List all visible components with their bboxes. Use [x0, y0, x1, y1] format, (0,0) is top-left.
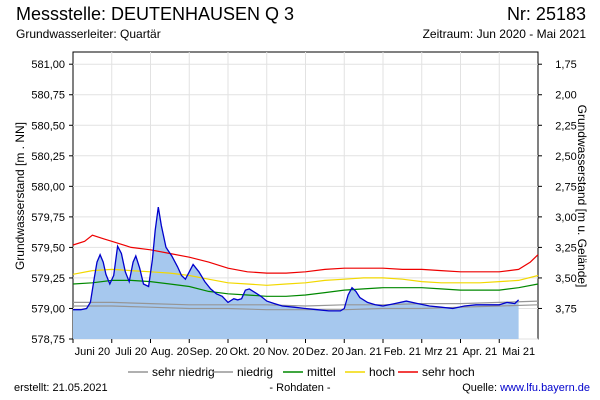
y-right-tick-label: 2,75 — [555, 181, 576, 193]
y-axis-right-label: Grundwasserstand [m u. Gelände] — [575, 105, 589, 288]
y-tick-label: 581,00 — [31, 59, 65, 71]
x-tick-label: Apr. 21 — [462, 346, 497, 358]
y-tick-label: 580,25 — [31, 151, 65, 163]
legend: sehr niedrig niedrig mittel hoch sehr hoch — [128, 365, 475, 379]
source-label: Quelle: — [462, 382, 501, 394]
x-tick-label: Jan. 21 — [346, 346, 382, 358]
y-tick-label: 579,00 — [31, 303, 65, 315]
legend-label: sehr niedrig — [152, 365, 215, 379]
x-tick-label: Mrz 21 — [424, 346, 458, 358]
x-tick-label: Juli 20 — [115, 346, 147, 358]
x-tick-label: Nov. 20 — [268, 346, 305, 358]
y-tick-label: 580,50 — [31, 120, 65, 132]
page-title: Messstelle: DEUTENHAUSEN Q 3 — [16, 4, 295, 24]
source: Quelle: www.lfu.bayern.de — [462, 382, 590, 394]
legend-label: mittel — [307, 365, 336, 379]
y-right-tick-label: 3,00 — [555, 212, 576, 224]
y-right-tick-label: 2,00 — [555, 90, 576, 102]
y-tick-label: 579,25 — [31, 273, 65, 285]
x-tick-label: Feb. 21 — [384, 346, 421, 358]
y-right-tick-label: 3,75 — [555, 303, 576, 315]
time-period: Zeitraum: Jun 2020 - Mai 2021 — [422, 27, 586, 41]
measured-area — [73, 207, 519, 339]
y-right-tick-label: 2,25 — [555, 120, 576, 132]
x-tick-label: Juni 20 — [75, 346, 110, 358]
series-line-mittel — [72, 279, 539, 297]
rohdaten-label: - Rohdaten - — [269, 382, 331, 394]
data-layer — [72, 206, 539, 339]
y-tick-label: 579,50 — [31, 242, 65, 254]
y-right-tick-label: 3,50 — [555, 273, 576, 285]
legend-label: niedrig — [237, 365, 273, 379]
source-link[interactable]: www.lfu.bayern.de — [500, 382, 590, 394]
y-right-tick-label: 1,75 — [555, 59, 576, 71]
axis-layer: 581,00 580,75 580,50 580,25 580,00 579,75 579,… — [31, 59, 576, 358]
x-tick-label: Okt. 20 — [230, 346, 265, 358]
series-line-sehr-hoch — [72, 234, 539, 274]
legend-label: sehr hoch — [422, 365, 475, 379]
x-tick-label: Sep. 20 — [190, 346, 228, 358]
y-right-tick-label: 3,25 — [555, 242, 576, 254]
station-number: Nr: 25183 — [506, 4, 586, 24]
y-right-tick-label: 2,50 — [555, 151, 576, 163]
x-tick-label: Dez. 20 — [306, 346, 344, 358]
y-tick-label: 579,75 — [31, 212, 65, 224]
y-axis-label: Grundwasserstand [m . NN] — [13, 122, 27, 270]
series-line-niedrig — [73, 300, 539, 307]
x-tick-label: Mai 21 — [502, 346, 535, 358]
y-tick-label: 578,75 — [31, 334, 65, 346]
created-date: erstellt: 21.05.2021 — [14, 382, 108, 394]
aquifer-subtitle: Grundwasserleiter: Quartär — [16, 27, 161, 41]
y-tick-label: 580,75 — [31, 90, 65, 102]
measured-line — [73, 206, 520, 312]
x-tick-label: Aug. 20 — [151, 346, 189, 358]
legend-label: hoch — [369, 365, 395, 379]
y-tick-label: 580,00 — [31, 181, 65, 193]
